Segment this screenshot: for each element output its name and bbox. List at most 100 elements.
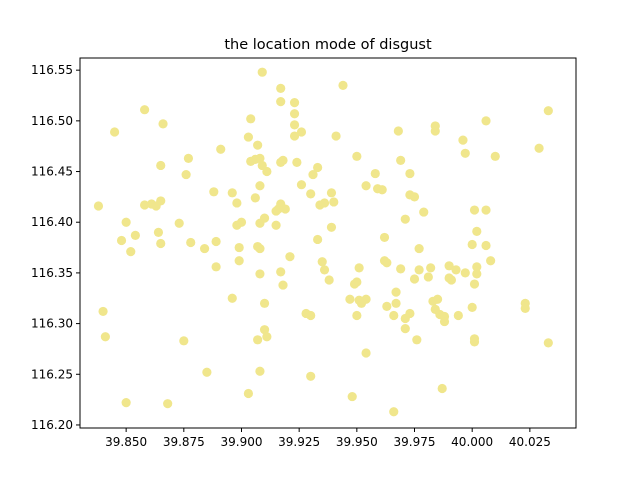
y-tick-label: 116.40 — [31, 215, 73, 229]
data-point — [319, 265, 330, 275]
data-point — [100, 332, 110, 342]
data-point — [352, 310, 362, 321]
data-point — [400, 324, 410, 334]
data-point — [486, 256, 496, 266]
data-point — [232, 220, 242, 230]
data-point — [426, 263, 436, 273]
data-point — [543, 338, 553, 348]
data-point — [289, 131, 300, 141]
data-point — [469, 337, 480, 347]
data-point — [280, 204, 290, 214]
data-point — [243, 132, 254, 142]
data-point — [234, 256, 244, 266]
data-point — [391, 298, 401, 308]
data-point — [292, 157, 302, 168]
data-point — [389, 407, 399, 417]
x-tick-label: 39.850 — [105, 435, 147, 449]
data-point — [289, 98, 300, 108]
data-point — [156, 238, 166, 249]
data-point — [347, 391, 357, 402]
data-point — [313, 162, 323, 173]
data-point — [227, 188, 237, 198]
data-point — [262, 166, 272, 177]
data-point — [469, 279, 480, 289]
y-tick-label: 116.25 — [31, 367, 73, 381]
data-point — [276, 267, 286, 277]
data-point — [158, 119, 168, 129]
x-tick-label: 40.000 — [451, 435, 493, 449]
data-point — [315, 200, 325, 210]
data-point — [246, 156, 256, 166]
data-point — [255, 366, 265, 376]
data-point — [156, 160, 166, 171]
data-point — [423, 272, 433, 282]
data-point — [356, 298, 367, 308]
data-point — [93, 201, 104, 211]
data-point — [430, 126, 440, 136]
y-tick-label: 116.55 — [31, 63, 73, 77]
data-point — [490, 151, 500, 161]
data-point — [534, 143, 544, 153]
data-point — [255, 269, 265, 279]
data-point — [414, 265, 424, 275]
data-point — [400, 214, 410, 224]
data-point — [412, 335, 422, 345]
data-point — [306, 310, 316, 321]
data-point — [400, 313, 410, 324]
data-point — [174, 218, 184, 228]
data-point — [317, 257, 327, 267]
data-point — [453, 310, 463, 321]
data-point — [163, 399, 173, 409]
data-point — [216, 144, 226, 154]
data-point — [199, 243, 210, 254]
data-points — [93, 67, 553, 417]
data-point — [370, 168, 380, 179]
data-point — [110, 127, 120, 137]
data-point — [253, 140, 263, 150]
data-point — [331, 131, 341, 141]
data-point — [209, 187, 219, 197]
data-point — [153, 227, 164, 237]
x-tick-label: 39.975 — [394, 435, 436, 449]
data-point — [338, 80, 348, 90]
y-tick-label: 116.45 — [31, 165, 73, 179]
data-point — [467, 302, 477, 312]
data-point — [257, 67, 267, 77]
chart-title: the location mode of disgust — [224, 37, 432, 53]
x-tick-label: 39.875 — [163, 435, 205, 449]
data-point — [389, 310, 399, 321]
y-tick-label: 116.30 — [31, 317, 73, 331]
data-point — [467, 239, 477, 250]
data-point — [255, 153, 265, 163]
data-point — [472, 226, 482, 236]
data-point — [278, 280, 288, 290]
data-point — [382, 258, 392, 268]
data-point — [130, 230, 140, 240]
data-point — [186, 237, 196, 248]
data-point — [361, 181, 371, 191]
data-point — [253, 335, 263, 345]
data-point — [306, 371, 316, 381]
data-point — [428, 296, 438, 306]
data-point — [382, 301, 392, 311]
data-point — [255, 181, 265, 191]
data-point — [345, 294, 355, 304]
x-tick-label: 40.025 — [509, 435, 551, 449]
data-point — [126, 247, 136, 257]
data-point — [140, 105, 150, 115]
data-point — [181, 169, 191, 180]
data-point — [409, 192, 420, 202]
y-axis: 116.20 116.25 116.30 116.35 116.40 116.45 116.… — [31, 63, 80, 432]
y-tick-label: 116.50 — [31, 114, 73, 128]
data-point — [419, 207, 429, 217]
data-point — [98, 306, 108, 317]
x-tick-label: 39.925 — [278, 435, 320, 449]
data-point — [227, 293, 237, 303]
data-point — [121, 398, 131, 408]
data-point — [243, 388, 254, 399]
data-point — [405, 168, 415, 179]
data-point — [326, 222, 337, 232]
data-point — [234, 242, 244, 253]
data-point — [116, 235, 127, 246]
data-point — [140, 200, 150, 210]
